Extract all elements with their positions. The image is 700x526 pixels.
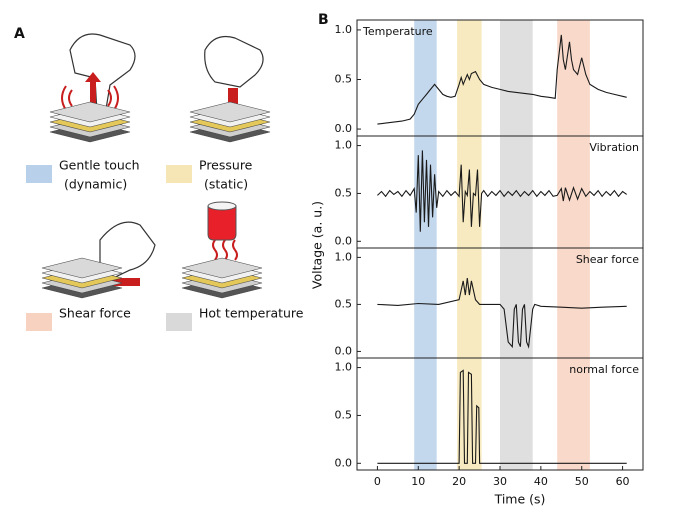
x-tick-label: 40 (534, 475, 548, 488)
data-line (377, 34, 627, 125)
legend-label: (static) (204, 177, 248, 192)
shaded-region (457, 20, 482, 470)
legend-label: Hot temperature (199, 306, 304, 321)
panel-label: A (14, 26, 25, 42)
beaker (207, 205, 237, 241)
hand (204, 35, 264, 88)
y-tick-label: 1.0 (335, 361, 353, 374)
legend-swatch (26, 165, 52, 183)
x-tick-label: 10 (411, 475, 425, 488)
x-tick-label: 0 (374, 475, 381, 488)
x-tick-label: 30 (493, 475, 507, 488)
layer (41, 257, 123, 279)
y-tick-label: 1.0 (335, 23, 353, 36)
arrow (85, 72, 101, 107)
x-tick-label: 60 (616, 475, 630, 488)
hand (69, 33, 136, 116)
panel-label: B (318, 12, 329, 28)
x-tick-label: 50 (575, 475, 589, 488)
y-tick-label: 0.0 (335, 122, 353, 135)
y-tick-label: 0.0 (335, 344, 353, 357)
legend-label: Gentle touch (59, 158, 140, 173)
legend-label: Pressure (199, 158, 253, 173)
shaded-region (500, 20, 533, 470)
layer (49, 101, 131, 123)
shaded-region (557, 20, 590, 470)
legend-swatch (26, 313, 52, 331)
y-tick-label: 0.0 (335, 456, 353, 469)
data-line (377, 369, 627, 464)
illustrations (41, 33, 271, 299)
panel-title: normal force (569, 363, 639, 376)
y-tick-label: 1.0 (335, 250, 353, 263)
y-tick-label: 0.5 (335, 408, 353, 421)
panel-title: Shear force (576, 253, 639, 266)
beaker-rim (207, 201, 237, 211)
wave (212, 239, 238, 261)
y-tick-label: 0.5 (335, 72, 353, 85)
legend: Gentle touch (dynamic) Pressure (static) She… (26, 158, 304, 331)
plot-area: 0.0 0.5 1.0 Temperature 0.0 0.5 1.0 Vibration 0.… (335, 19, 644, 488)
legend-label: Shear force (59, 306, 131, 321)
wave (61, 85, 119, 111)
y-tick-label: 0.5 (335, 297, 353, 310)
y-axis-label: Voltage (a. u.) (310, 201, 325, 289)
data-line (377, 278, 627, 349)
y-tick-label: 0.0 (335, 234, 353, 247)
layer (189, 101, 271, 123)
legend-label: (dynamic) (64, 177, 127, 192)
shaded-region (414, 20, 437, 470)
panel-title: Vibration (589, 141, 639, 154)
legend-swatch (166, 313, 192, 331)
y-tick-label: 0.5 (335, 186, 353, 199)
data-line (377, 150, 628, 232)
legend-swatch (166, 165, 192, 183)
x-axis-label: Time (s) (494, 492, 546, 507)
y-tick-label: 1.0 (335, 139, 353, 152)
panel-title: Temperature (362, 25, 433, 38)
x-tick-label: 20 (452, 475, 466, 488)
layer (181, 257, 263, 279)
